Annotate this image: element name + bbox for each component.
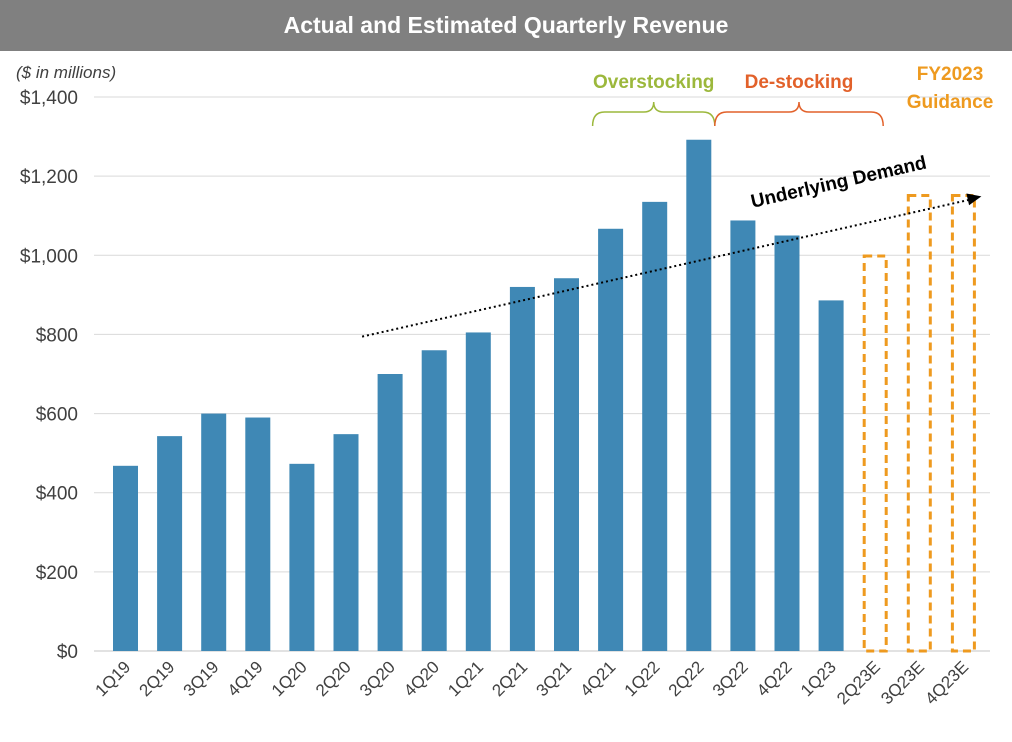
x-tick-label: 2Q23E bbox=[833, 657, 884, 708]
chart-title: Actual and Estimated Quarterly Revenue bbox=[0, 0, 1012, 51]
trend-arrowhead bbox=[966, 193, 982, 206]
bar-actual bbox=[818, 300, 844, 651]
x-tick-label: 1Q19 bbox=[91, 657, 134, 700]
y-tick-label: $1,200 bbox=[20, 167, 78, 188]
x-tick-label: 3Q23E bbox=[877, 657, 928, 708]
x-tick-label: 3Q20 bbox=[356, 657, 399, 700]
y-tick-label: $600 bbox=[36, 405, 78, 426]
trend-label: Underlying Demand bbox=[749, 153, 929, 213]
y-tick-label: $0 bbox=[57, 642, 78, 663]
unit-note: ($ in millions) bbox=[16, 63, 116, 82]
x-tick-label: 2Q22 bbox=[665, 657, 708, 700]
bar-actual bbox=[598, 228, 624, 651]
x-tick-label: 1Q20 bbox=[268, 657, 311, 700]
bar-actual bbox=[289, 463, 315, 651]
bar-actual bbox=[113, 465, 138, 651]
bar-actual bbox=[377, 374, 403, 651]
x-tick-label: 4Q22 bbox=[753, 657, 796, 700]
destocking-label: De-stocking bbox=[745, 72, 854, 93]
annotations: ($ in millions) Overstocking De-stocking FY… bbox=[16, 63, 994, 338]
bar-actual bbox=[509, 286, 535, 651]
guidance-label-line1: FY2023 bbox=[917, 64, 984, 85]
bar-estimate bbox=[862, 254, 888, 653]
x-tick-label: 4Q19 bbox=[224, 657, 267, 700]
x-tick-label: 3Q22 bbox=[709, 657, 752, 700]
bar-actual bbox=[421, 350, 447, 651]
y-tick-label: $400 bbox=[36, 484, 78, 505]
x-tick-label: 4Q21 bbox=[577, 657, 620, 700]
y-axis-ticks: $0 $200 $400 $600 $800 $1,000 $1,200 $1,400 bbox=[20, 88, 78, 663]
y-tick-label: $200 bbox=[36, 563, 78, 584]
x-axis-ticks: 1Q19 2Q19 3Q19 4Q19 1Q20 2Q20 3Q20 4Q20 1Q21 2Q21… bbox=[91, 657, 972, 708]
bar-actual bbox=[245, 417, 271, 651]
bar-estimate bbox=[950, 193, 976, 653]
x-tick-label: 3Q21 bbox=[532, 657, 575, 700]
guidance-label-line2: Guidance bbox=[907, 92, 994, 113]
destocking-brace bbox=[714, 101, 884, 127]
bar-actual bbox=[642, 201, 668, 651]
bar-actual bbox=[333, 434, 359, 651]
x-tick-label: 4Q23E bbox=[921, 657, 972, 708]
trend-line bbox=[361, 198, 972, 338]
x-tick-label: 2Q21 bbox=[488, 657, 531, 700]
bar-actual bbox=[157, 436, 183, 651]
x-tick-label: 3Q19 bbox=[180, 657, 223, 700]
x-tick-label: 2Q19 bbox=[136, 657, 179, 700]
bar-actual bbox=[774, 235, 800, 651]
overstocking-label: Overstocking bbox=[593, 72, 714, 93]
overstocking-brace bbox=[591, 101, 716, 127]
bar-estimate bbox=[906, 193, 932, 653]
x-tick-label: 1Q22 bbox=[621, 657, 664, 700]
bar-actual bbox=[201, 413, 227, 651]
bar-actual bbox=[465, 332, 491, 651]
x-tick-label: 1Q21 bbox=[444, 657, 487, 700]
bar-actual bbox=[554, 278, 579, 651]
x-tick-label: 2Q20 bbox=[312, 657, 355, 700]
bar-actual bbox=[686, 139, 712, 652]
y-tick-label: $1,000 bbox=[20, 246, 78, 267]
y-tick-label: $1,400 bbox=[20, 88, 78, 109]
bars bbox=[113, 139, 976, 653]
y-tick-label: $800 bbox=[36, 325, 78, 346]
x-tick-label: 4Q20 bbox=[400, 657, 443, 700]
bar-actual bbox=[730, 220, 756, 651]
